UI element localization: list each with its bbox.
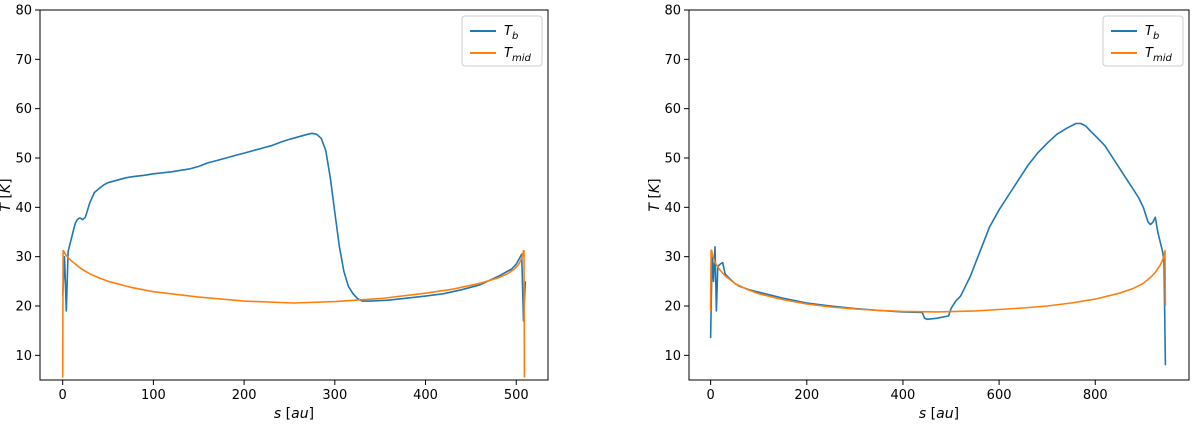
- y-tick-label: 70: [664, 53, 681, 68]
- x-tick-label: 200: [794, 388, 819, 403]
- axes-frame: [688, 9, 1190, 381]
- y-tick-label: 50: [15, 152, 32, 167]
- y-tick-label: 20: [664, 300, 681, 315]
- x-tick-label: 400: [891, 388, 916, 403]
- y-axis-label: T [K]: [0, 178, 14, 211]
- y-tick-label: 10: [664, 349, 681, 364]
- series-line-tmid: [61, 249, 526, 378]
- x-axis-label: s [au]: [919, 406, 959, 422]
- legend-label: Tmid: [1145, 46, 1172, 64]
- chart-panel-left: 0 100 200 300 400 500 10 20 30 40 50 60 70 80 s [au] T …: [0, 4, 549, 422]
- x-tick-label: 600: [987, 388, 1012, 403]
- y-tick-label: 10: [15, 349, 32, 364]
- legend: Tb Tmid: [461, 15, 543, 67]
- x-tick-label: 500: [504, 388, 529, 403]
- axes-frame: [39, 9, 549, 381]
- x-tick-label: 0: [59, 388, 67, 403]
- y-tick-label: 20: [15, 300, 32, 315]
- x-tick-label: 300: [322, 388, 347, 403]
- series-line-tb: [61, 132, 527, 322]
- chart-panel-right: 0 200 400 600 800 10 20 30 40 50 60 70 80 s [au] T [K]…: [647, 4, 1190, 422]
- legend-label: Tb: [1145, 24, 1159, 42]
- x-axis-label: s [au]: [274, 406, 314, 422]
- y-tick-label: 80: [664, 4, 681, 19]
- y-tick-label: 50: [664, 152, 681, 167]
- x-tick-label: 100: [141, 388, 166, 403]
- legend: Tb Tmid: [1102, 15, 1184, 67]
- legend-label: Tmid: [504, 46, 531, 64]
- y-tick-label: 70: [15, 53, 32, 68]
- x-tick-label: 0: [706, 388, 714, 403]
- x-tick-label: 200: [232, 388, 257, 403]
- y-tick-label: 30: [664, 250, 681, 265]
- y-tick-label: 60: [664, 102, 681, 117]
- y-tick-label: 30: [15, 250, 32, 265]
- x-tick-label: 400: [413, 388, 438, 403]
- y-tick-label: 60: [15, 102, 32, 117]
- series-line-tmid: [709, 249, 1167, 313]
- x-tick-label: 800: [1083, 388, 1108, 403]
- legend-label: Tb: [504, 24, 518, 42]
- y-tick-label: 40: [15, 201, 32, 216]
- y-tick-label: 40: [664, 201, 681, 216]
- y-tick-label: 80: [15, 4, 32, 19]
- series-line-tb: [709, 122, 1167, 366]
- y-axis-label: T [K]: [647, 178, 663, 211]
